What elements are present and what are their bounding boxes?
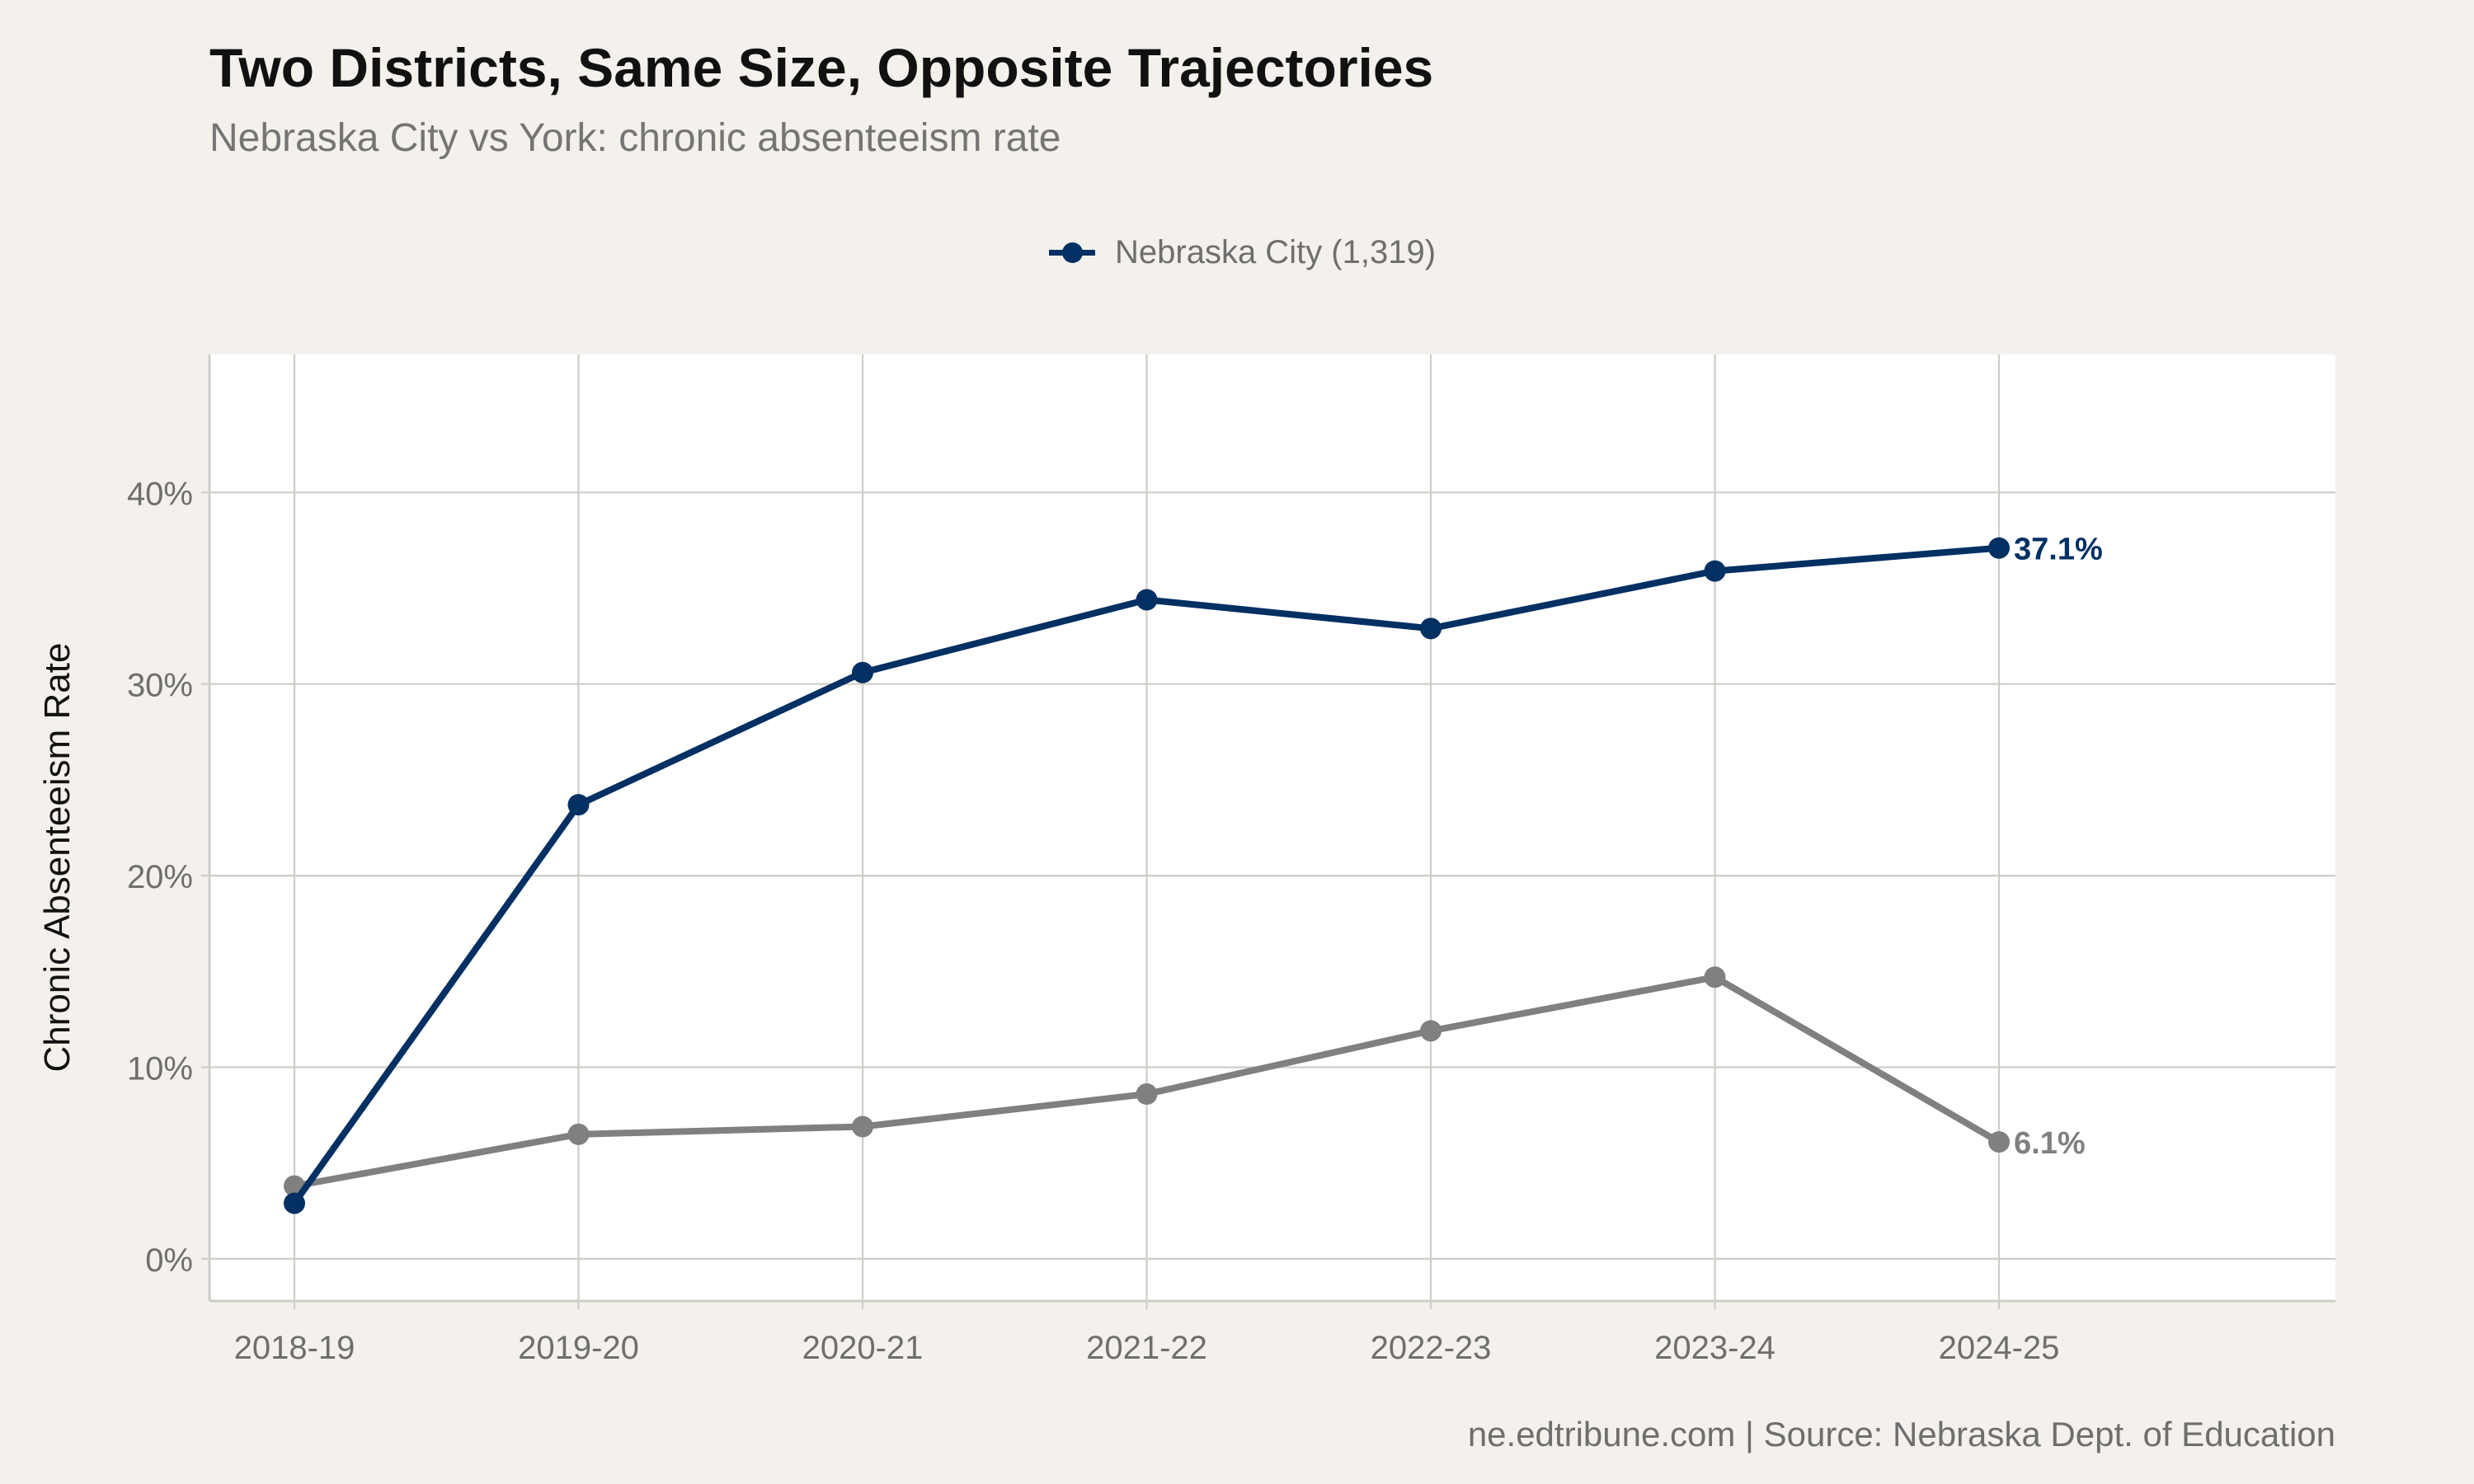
x-tick-label: 2020-21 xyxy=(802,1330,924,1366)
end-label-nebraska-city: 37.1% xyxy=(2014,533,2103,567)
data-point-york xyxy=(567,1123,590,1145)
end-label-york: 6.1% xyxy=(2014,1126,2086,1161)
data-point-nebraska-city xyxy=(852,661,873,683)
x-tick-label: 2019-20 xyxy=(518,1330,639,1366)
y-tick-label: 10% xyxy=(127,1050,193,1087)
legend-label-nebraska-city: Nebraska City (1,319) xyxy=(1115,233,1437,270)
x-tick-label: 2024-25 xyxy=(1939,1330,2060,1366)
legend-key-nebraska-city xyxy=(1047,229,1097,275)
data-point-nebraska-city xyxy=(1420,618,1442,640)
data-point-nebraska-city xyxy=(567,794,590,816)
y-tick-label: 40% xyxy=(127,476,193,512)
x-tick-label: 2023-24 xyxy=(1654,1330,1776,1366)
data-point-york xyxy=(1988,1131,2010,1153)
legend: Nebraska City (1,319) xyxy=(1047,229,1436,275)
y-tick-label: 0% xyxy=(145,1242,193,1279)
chart-subtitle: Nebraska City vs York: chronic absenteei… xyxy=(209,116,1061,160)
source-caption: ne.edtribune.com | Source: Nebraska Dept… xyxy=(1467,1415,2335,1453)
data-point-nebraska-city xyxy=(1136,589,1158,611)
chart-title: Two Districts, Same Size, Opposite Traje… xyxy=(209,37,1434,98)
data-point-york xyxy=(1136,1083,1158,1106)
data-point-nebraska-city xyxy=(1988,537,2010,559)
y-tick-label: 20% xyxy=(127,859,193,895)
data-point-york xyxy=(1420,1020,1442,1042)
x-tick-label: 2018-19 xyxy=(234,1330,355,1366)
data-point-nebraska-city xyxy=(284,1192,305,1214)
data-point-york xyxy=(1704,966,1726,989)
x-tick-label: 2022-23 xyxy=(1371,1330,1492,1366)
y-tick-label: 30% xyxy=(127,668,193,704)
data-point-nebraska-city xyxy=(1704,560,1726,582)
x-tick-label: 2021-22 xyxy=(1086,1330,1207,1366)
data-point-york xyxy=(852,1115,873,1138)
